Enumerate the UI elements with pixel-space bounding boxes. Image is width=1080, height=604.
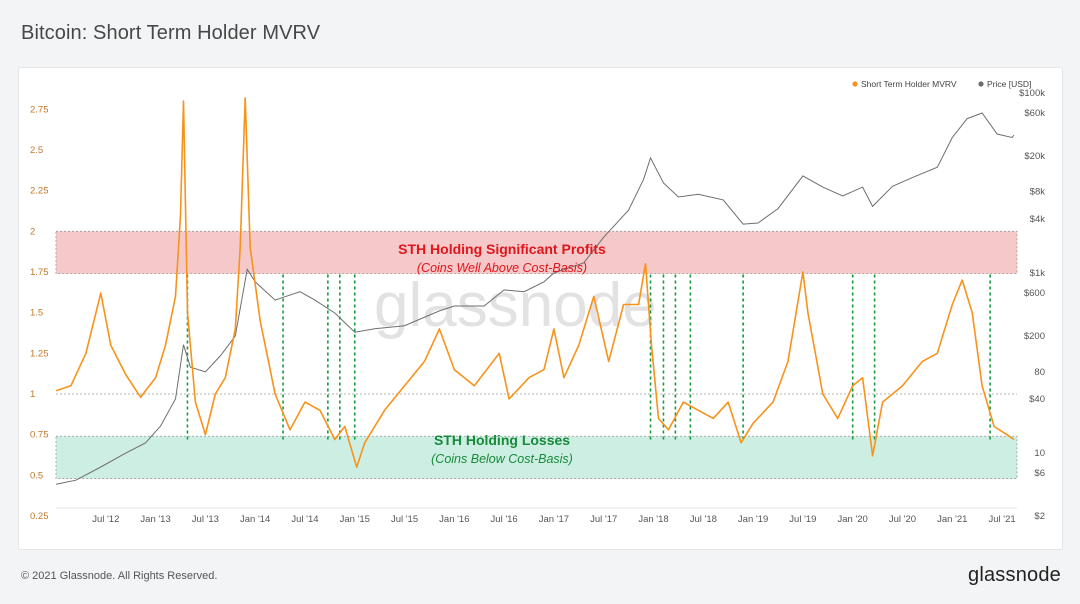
x-tick-label: Jan '14	[240, 514, 270, 525]
mvrv-chart: glassnode STH Holding Significant Profit…	[30, 79, 1045, 525]
profit-zone-title: STH Holding Significant Profits	[398, 241, 606, 257]
x-tick-label: Jan '15	[340, 514, 370, 525]
x-tick-label: Jul '15	[391, 514, 418, 525]
watermark: glassnode	[374, 271, 657, 340]
y-left-tick-label: 1	[30, 389, 35, 400]
zones-layer	[55, 230, 1018, 479]
x-tick-label: Jul '13	[192, 514, 219, 525]
loss-zone-subtitle: (Coins Below Cost-Basis)	[431, 452, 573, 466]
y-left-tick-label: 0.5	[30, 470, 43, 481]
x-tick-label: Jul '20	[889, 514, 916, 525]
y-left-tick-label: 1.25	[30, 348, 49, 359]
legend-label: Price [USD]	[987, 79, 1031, 89]
y-left-tick-label: 1.75	[30, 267, 49, 278]
x-tick-label: Jan '21	[937, 514, 967, 525]
legend-layer: Short Term Holder MVRV Price [USD]	[852, 79, 1031, 89]
price-layer	[55, 112, 1015, 485]
y-right-tick-label: $200	[1024, 331, 1045, 342]
legend-marker	[978, 81, 984, 87]
mvrv-series-line	[55, 97, 1015, 468]
legend-label: Short Term Holder MVRV	[861, 79, 957, 89]
legend-marker	[852, 81, 858, 87]
zone-band-1	[55, 435, 1018, 479]
y-right-tick-label: $600	[1024, 288, 1045, 299]
y-right-tick-label: 10	[1034, 448, 1045, 459]
x-tick-label: Jan '18	[638, 514, 668, 525]
y-left-tick-label: 2.25	[30, 186, 49, 197]
y-right-tick-label: $6	[1034, 468, 1045, 479]
x-tick-label: Jan '13	[140, 514, 170, 525]
loss-zone-title: STH Holding Losses	[434, 432, 570, 448]
profit-zone-subtitle: (Coins Well Above Cost-Basis)	[417, 261, 587, 275]
y-left-tick-label: 2.5	[30, 145, 43, 156]
y-right-tick-label: $2	[1034, 511, 1045, 522]
mvrv-layer	[55, 97, 1015, 468]
y-right-tick-label: $20k	[1024, 151, 1045, 162]
y-left-tick-label: 0.75	[30, 430, 49, 441]
y-right-tick-label: 80	[1034, 367, 1045, 378]
x-tick-label: Jan '19	[738, 514, 768, 525]
x-tick-label: Jan '16	[439, 514, 469, 525]
x-tick-label: Jan '20	[838, 514, 868, 525]
y-right-tick-label: $100k	[1019, 88, 1045, 99]
y-left-tick-label: 2.75	[30, 104, 49, 115]
y-left-tick-label: 2	[30, 226, 35, 237]
x-tick-label: Jul '14	[291, 514, 318, 525]
y-right-tick-label: $60k	[1024, 108, 1045, 119]
x-tick-label: Jul '17	[590, 514, 617, 525]
zone-band-0	[55, 230, 1018, 274]
x-tick-label: Jul '21	[988, 514, 1015, 525]
y-right-tick-label: $40	[1029, 394, 1045, 405]
page-title: Bitcoin: Short Term Holder MVRV	[21, 22, 321, 44]
zone-labels-layer: STH Holding Significant Profits (Coins We…	[398, 241, 606, 466]
y-left-tick-label: 0.25	[30, 511, 49, 522]
markers-layer	[186, 273, 991, 440]
y-right-tick-label: $4k	[1030, 214, 1046, 225]
footer-logo: glassnode	[968, 564, 1061, 586]
y-right-tick-label: $1k	[1030, 268, 1046, 279]
x-tick-label: Jul '19	[789, 514, 816, 525]
footer-copyright: © 2021 Glassnode. All Rights Reserved.	[21, 570, 218, 582]
chart-card: glassnode STH Holding Significant Profit…	[18, 67, 1063, 550]
y-right-tick-label: $8k	[1030, 187, 1046, 198]
x-tick-label: Jul '12	[92, 514, 119, 525]
y-left-tick-label: 1.5	[30, 308, 43, 319]
x-tick-label: Jan '17	[539, 514, 569, 525]
axes-layer: 0.25 0.5 0.75 1 1.25 1.5 1.75 2 2.25 2.5 2.75 $2 $6 1…	[30, 88, 1045, 525]
price-series-line	[55, 112, 1015, 485]
x-tick-label: Jul '18	[690, 514, 717, 525]
x-tick-label: Jul '16	[491, 514, 518, 525]
